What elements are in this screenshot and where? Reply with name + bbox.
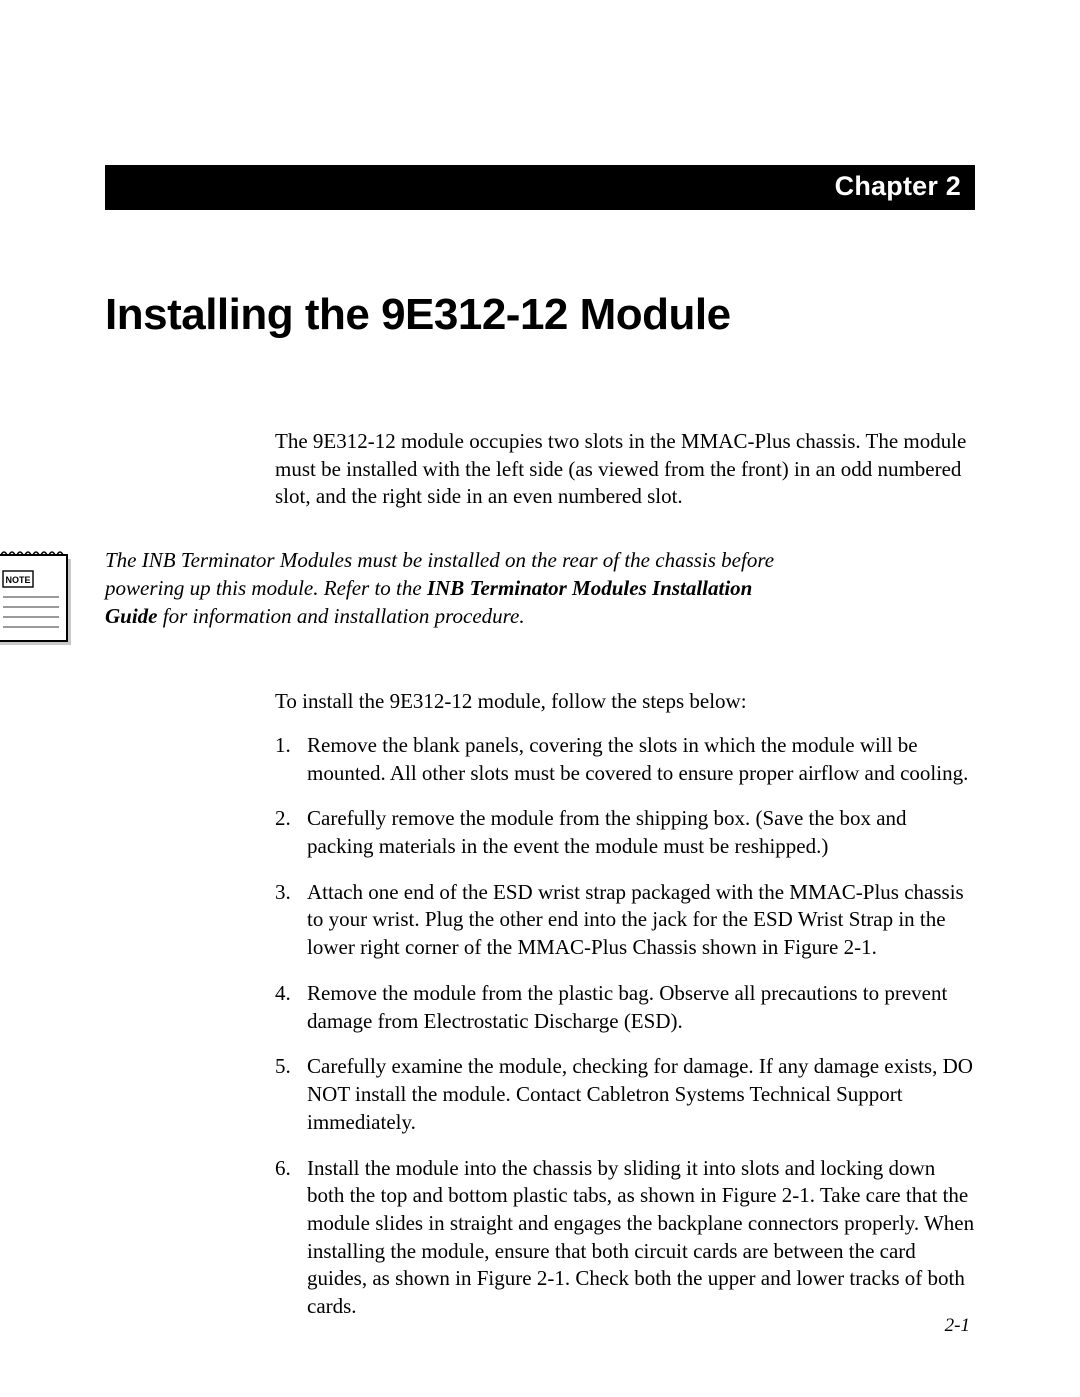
- steps-intro: To install the 9E312-12 module, follow t…: [275, 688, 975, 716]
- page-number: 2-1: [945, 1315, 970, 1337]
- page-title: Installing the 9E312-12 Module: [105, 290, 975, 340]
- page: Chapter 2 Installing the 9E312-12 Module…: [105, 165, 975, 1339]
- step-item: Attach one end of the ESD wrist strap pa…: [275, 879, 975, 962]
- body-column: The 9E312-12 module occupies two slots i…: [275, 428, 975, 511]
- chapter-bar: Chapter 2: [105, 165, 975, 210]
- steps-list: Remove the blank panels, covering the sl…: [275, 732, 975, 1321]
- notepad-icon: NOTE: [0, 547, 75, 647]
- note-text-post: for information and installation procedu…: [158, 604, 525, 628]
- chapter-label: Chapter 2: [835, 171, 961, 201]
- step-item: Remove the blank panels, covering the sl…: [275, 732, 975, 787]
- note-block: NOTE The INB Terminator Modules must be …: [0, 547, 805, 652]
- body-column-2: To install the 9E312-12 module, follow t…: [275, 688, 975, 1321]
- note-icon-label: NOTE: [5, 575, 30, 585]
- note-text: The INB Terminator Modules must be insta…: [105, 547, 805, 630]
- step-item: Carefully remove the module from the shi…: [275, 805, 975, 860]
- step-item: Carefully examine the module, checking f…: [275, 1053, 975, 1136]
- step-item: Install the module into the chassis by s…: [275, 1155, 975, 1321]
- intro-paragraph: The 9E312-12 module occupies two slots i…: [275, 428, 975, 511]
- step-item: Remove the module from the plastic bag. …: [275, 980, 975, 1035]
- note-icon: NOTE: [0, 547, 75, 652]
